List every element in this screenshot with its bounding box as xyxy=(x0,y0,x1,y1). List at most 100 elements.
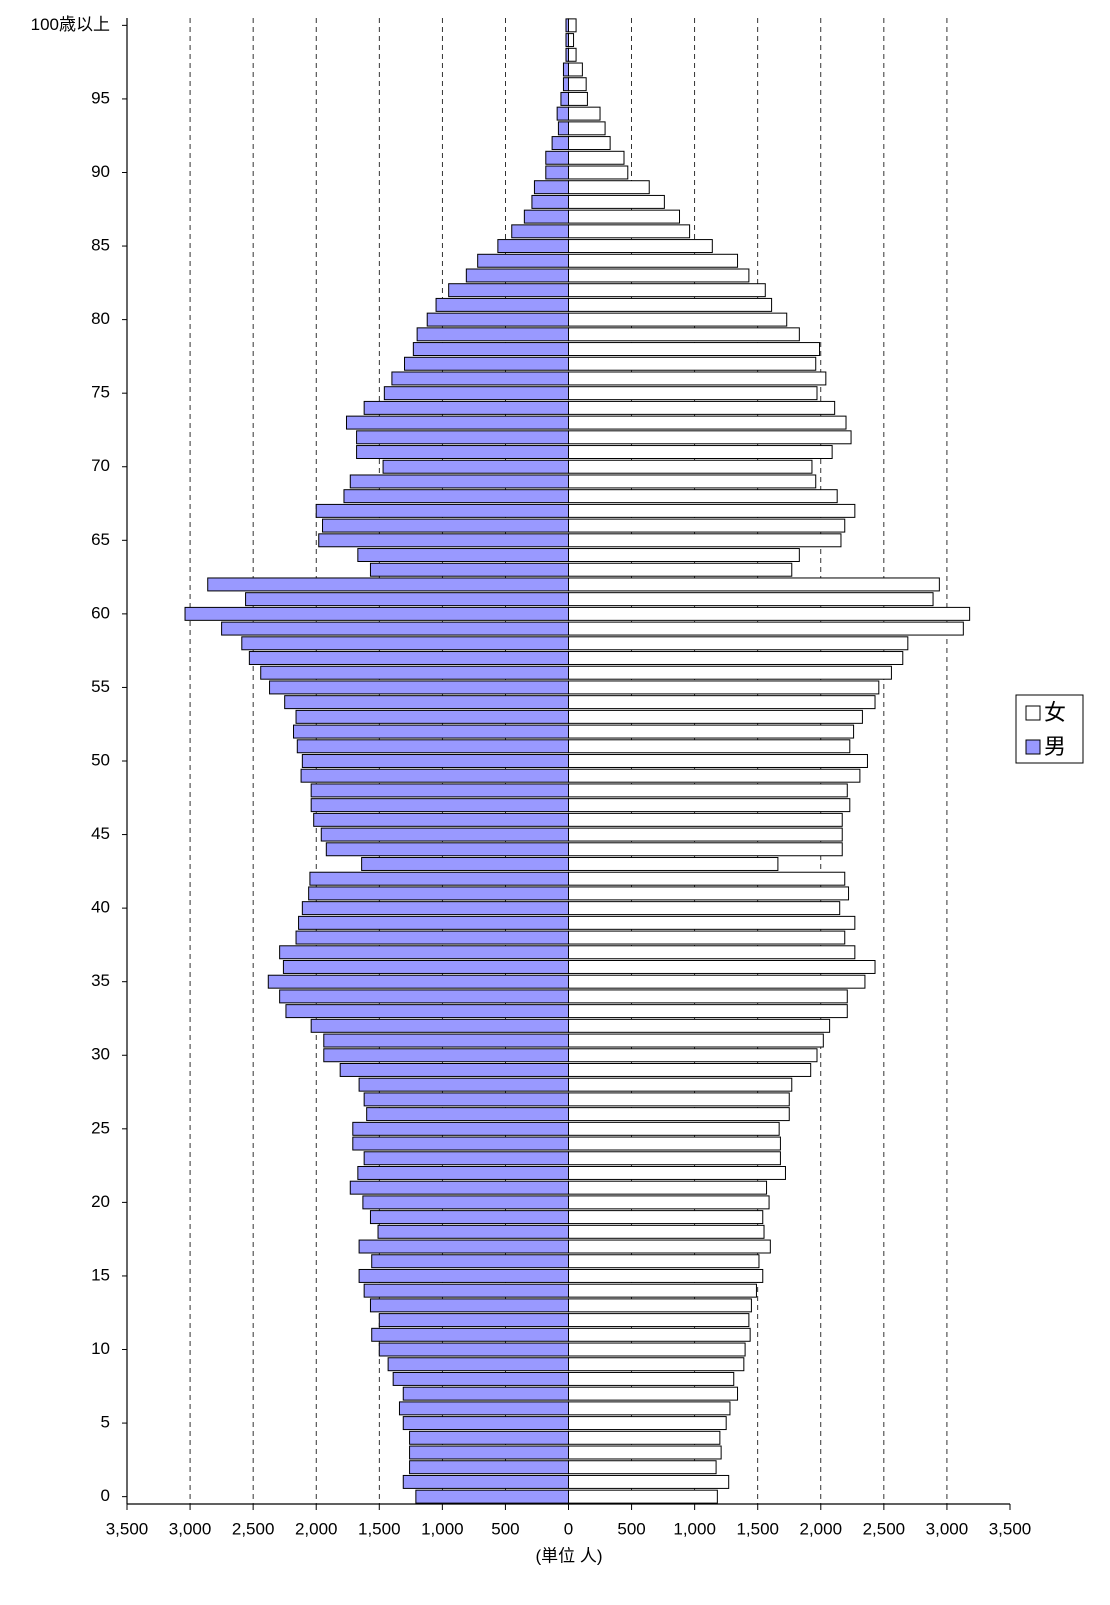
x-tick-label: 1,000 xyxy=(673,1519,716,1538)
bar xyxy=(358,1077,569,1092)
y-tick-label: 15 xyxy=(91,1265,110,1284)
bar xyxy=(568,415,847,430)
bar xyxy=(308,886,569,901)
bar xyxy=(363,400,569,415)
x-tick-label: 1,000 xyxy=(421,1519,464,1538)
bar xyxy=(568,1254,760,1269)
bar xyxy=(568,930,846,945)
bar xyxy=(568,548,800,562)
bar xyxy=(345,415,570,430)
bar xyxy=(568,1430,721,1445)
bar xyxy=(565,47,570,62)
bar xyxy=(298,915,569,930)
bar xyxy=(404,356,569,371)
bar xyxy=(568,562,793,577)
bar xyxy=(568,459,813,474)
x-tick-label: 3,000 xyxy=(169,1519,212,1538)
bar xyxy=(415,1489,570,1504)
bar xyxy=(465,268,569,283)
bar xyxy=(221,621,569,636)
bar xyxy=(377,1224,569,1239)
bar xyxy=(267,974,569,989)
bar xyxy=(245,592,569,607)
bar xyxy=(398,1401,569,1416)
bar xyxy=(357,1165,569,1180)
bar xyxy=(568,268,750,283)
bar xyxy=(387,1357,570,1372)
bar xyxy=(568,680,880,695)
bar xyxy=(568,960,876,974)
bar xyxy=(568,1195,770,1210)
bar xyxy=(356,445,569,460)
bar xyxy=(568,871,846,886)
bar xyxy=(285,1004,569,1019)
bar xyxy=(568,1298,752,1313)
bar xyxy=(568,842,843,857)
bar xyxy=(568,1107,790,1122)
bar xyxy=(568,121,606,136)
x-tick-label: 0 xyxy=(564,1519,573,1538)
bar xyxy=(409,1445,569,1460)
bar xyxy=(295,709,569,724)
bar xyxy=(568,1489,718,1504)
bar xyxy=(568,356,817,371)
bar xyxy=(371,1254,569,1269)
bar xyxy=(565,18,570,33)
bar xyxy=(557,121,569,136)
bar xyxy=(315,503,570,518)
bar xyxy=(568,47,577,62)
bar xyxy=(568,518,846,533)
bar xyxy=(568,768,861,783)
bar xyxy=(568,886,850,901)
y-tick-label: 10 xyxy=(91,1339,110,1358)
bar xyxy=(560,91,570,106)
bar xyxy=(497,239,569,254)
bar xyxy=(568,651,904,665)
bar xyxy=(568,665,892,680)
bar xyxy=(448,283,569,298)
bar xyxy=(568,503,856,518)
bar xyxy=(349,1180,569,1195)
bar xyxy=(184,606,569,621)
bar xyxy=(568,1062,812,1077)
bar xyxy=(568,1077,793,1092)
bar xyxy=(325,842,570,857)
bar xyxy=(556,106,570,121)
bar xyxy=(426,312,569,327)
bar xyxy=(568,1268,764,1283)
bar xyxy=(568,974,866,989)
x-tick-label: 3,000 xyxy=(926,1519,969,1538)
bar xyxy=(279,945,569,960)
bar xyxy=(477,253,570,268)
bar xyxy=(352,1121,569,1136)
bar xyxy=(568,1474,730,1489)
bar xyxy=(363,1151,569,1166)
bar xyxy=(309,871,569,886)
bar xyxy=(568,297,773,312)
legend-label: 女 xyxy=(1044,700,1066,725)
bar xyxy=(568,1401,731,1416)
bar xyxy=(295,930,569,945)
bar xyxy=(568,386,818,401)
bar xyxy=(568,430,852,445)
bar xyxy=(568,489,838,504)
bar xyxy=(269,680,569,695)
bar xyxy=(568,533,842,548)
bar xyxy=(562,62,569,77)
bar xyxy=(568,1180,768,1195)
y-tick-label: 85 xyxy=(91,236,110,255)
bar xyxy=(568,136,611,151)
bar xyxy=(568,371,827,386)
x-tick-label: 3,500 xyxy=(106,1519,149,1538)
y-tick-label: 35 xyxy=(91,971,110,990)
bar xyxy=(352,1136,569,1151)
x-tick-label: 2,000 xyxy=(295,1519,338,1538)
legend-swatch xyxy=(1025,739,1041,755)
bar xyxy=(391,371,569,386)
bar xyxy=(296,739,569,754)
bar xyxy=(366,1107,569,1122)
bar xyxy=(568,1416,727,1431)
bar xyxy=(361,857,569,871)
bar xyxy=(568,1371,735,1386)
